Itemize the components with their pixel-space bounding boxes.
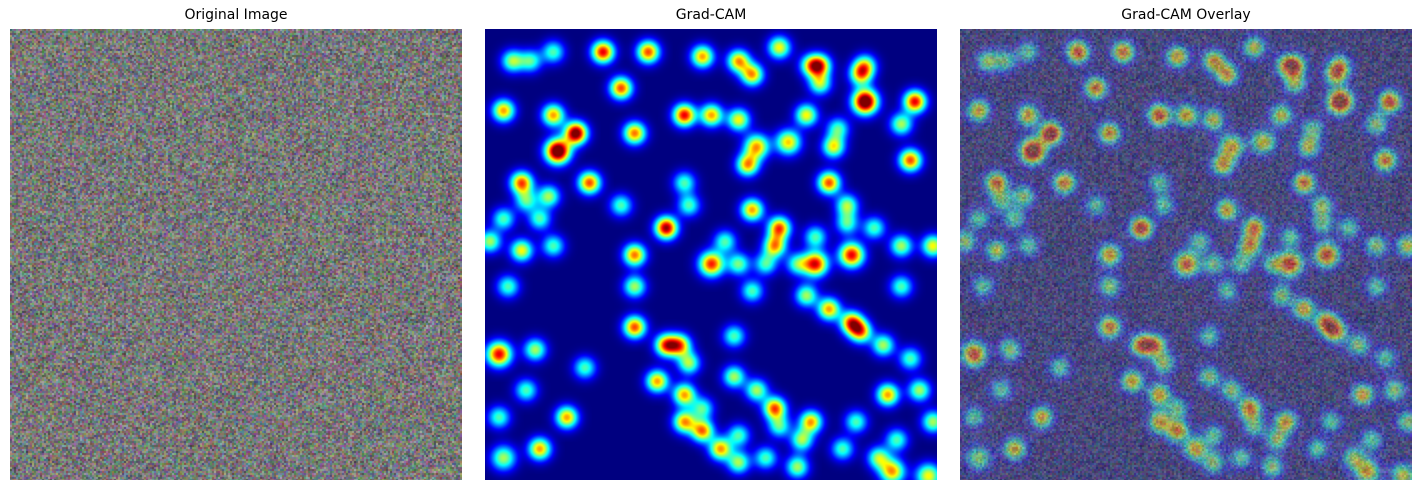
gradcam-panel: Grad-CAM	[485, 0, 937, 490]
gradcam-heatmap	[485, 29, 937, 480]
gradcam-overlay-panel: Grad-CAM Overlay	[960, 0, 1412, 490]
original-image-title: Original Image	[184, 7, 288, 23]
original-image	[10, 29, 462, 480]
gradcam-overlay-title: Grad-CAM Overlay	[1121, 7, 1251, 23]
original-image-panel: Original Image	[10, 0, 462, 490]
gradcam-title: Grad-CAM	[675, 7, 747, 23]
gradcam-overlay-image	[960, 29, 1412, 480]
